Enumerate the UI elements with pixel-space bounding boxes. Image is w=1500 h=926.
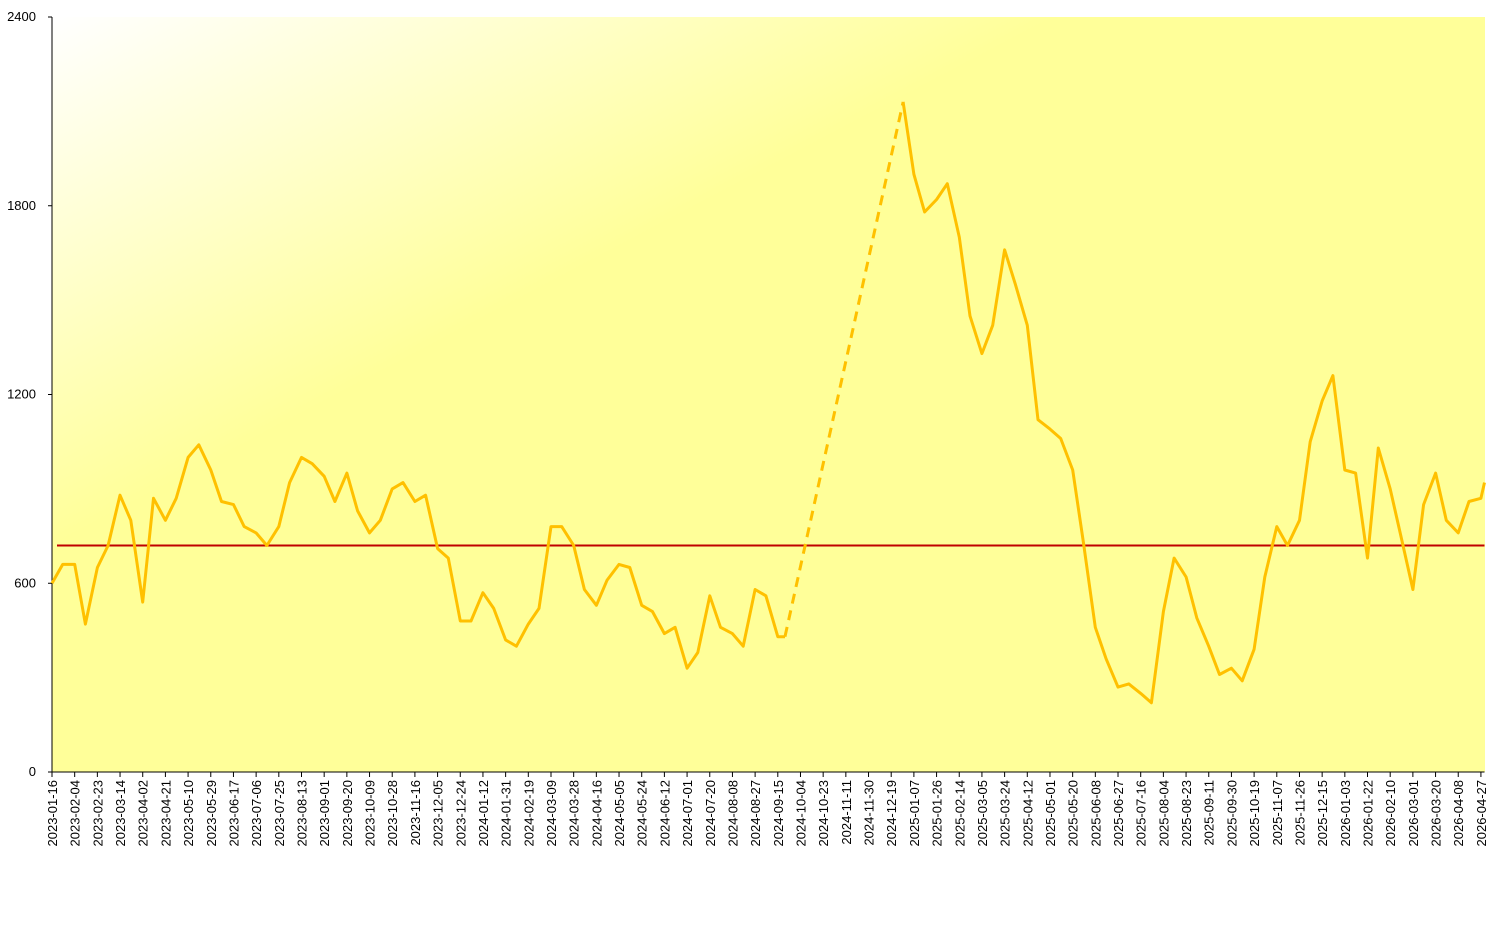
x-tick-label: 2023-01-16 <box>45 780 60 847</box>
x-tick-label: 2025-06-27 <box>1111 780 1126 847</box>
x-tick-label: 2023-06-17 <box>226 780 241 847</box>
x-tick-label: 2025-12-15 <box>1315 780 1330 847</box>
x-tick-label: 2026-03-20 <box>1429 780 1444 847</box>
x-tick-label: 2025-05-20 <box>1066 780 1081 847</box>
x-tick-label: 2026-04-27 <box>1474 780 1489 847</box>
gap-bridge <box>783 101 905 638</box>
x-tick-label: 2024-02-19 <box>521 780 536 847</box>
x-tick-label: 2025-03-05 <box>975 780 990 847</box>
x-tick-label: 2025-07-16 <box>1134 780 1149 847</box>
x-tick-label: 2025-11-07 <box>1270 780 1285 846</box>
x-tick-label: 2024-04-16 <box>589 780 604 847</box>
x-tick-label: 2023-08-13 <box>294 780 309 847</box>
x-tick-label: 2025-11-26 <box>1292 780 1307 846</box>
x-tick-label: 2024-11-11 <box>839 780 854 845</box>
x-tick-label: 2024-03-28 <box>567 780 582 847</box>
y-tick-label: 600 <box>14 575 36 590</box>
x-tick-label: 2023-11-16 <box>408 780 423 846</box>
x-tick-label: 2025-04-12 <box>1020 780 1035 847</box>
x-tick-label: 2025-01-26 <box>930 780 945 847</box>
x-tick-label: 2023-09-20 <box>340 780 355 847</box>
x-tick-label: 2023-05-10 <box>181 780 196 847</box>
x-tick-label: 2024-03-09 <box>544 780 559 847</box>
x-tick-label: 2024-12-19 <box>884 780 899 847</box>
x-tick-label: 2024-05-05 <box>612 780 627 847</box>
x-tick-label: 2026-04-08 <box>1451 780 1466 847</box>
x-tick-label: 2025-09-30 <box>1224 780 1239 847</box>
x-tick-label: 2024-11-30 <box>862 780 877 846</box>
x-tick-label: 2025-06-08 <box>1088 780 1103 847</box>
x-tick-label: 2024-07-20 <box>703 780 718 847</box>
x-tick-label: 2025-08-23 <box>1179 780 1194 847</box>
series-line <box>50 443 785 670</box>
y-tick-label: 1200 <box>7 387 36 402</box>
x-tick-label: 2024-09-15 <box>771 780 786 847</box>
x-tick-label: 2025-10-19 <box>1247 780 1262 847</box>
x-tick-label: 2024-10-23 <box>816 780 831 847</box>
x-tick-label: 2026-03-01 <box>1406 780 1421 847</box>
x-tick-label: 2026-01-03 <box>1338 780 1353 847</box>
x-tick-label: 2023-04-21 <box>158 780 173 847</box>
x-tick-label: 2023-02-23 <box>90 780 105 847</box>
x-tick-label: 2024-10-04 <box>793 780 808 847</box>
x-tick-label: 2023-10-28 <box>385 780 400 847</box>
x-tick-label: 2025-05-01 <box>1043 780 1058 847</box>
x-tick-label: 2025-02-14 <box>952 780 967 847</box>
y-tick-label: 1800 <box>7 198 36 213</box>
x-tick-label: 2024-07-01 <box>680 780 695 847</box>
series-line <box>901 101 1486 705</box>
x-tick-label: 2023-12-05 <box>431 780 446 847</box>
x-tick-label: 2025-09-11 <box>1202 780 1217 846</box>
x-tick-label: 2024-08-08 <box>725 780 740 847</box>
x-tick-label: 2024-06-12 <box>657 780 672 847</box>
x-tick-label: 2025-08-04 <box>1156 780 1171 847</box>
x-tick-label: 2024-01-12 <box>476 780 491 847</box>
x-tick-label: 2023-04-02 <box>136 780 151 847</box>
plot-area <box>52 17 1485 772</box>
x-tick-label: 2025-01-07 <box>907 780 922 847</box>
x-tick-label: 2026-01-22 <box>1361 780 1376 847</box>
x-tick-label: 2024-01-31 <box>499 780 514 847</box>
x-tick-label: 2023-02-04 <box>68 780 83 847</box>
x-tick-label: 2024-05-24 <box>635 780 650 847</box>
y-tick-label: 0 <box>29 764 36 779</box>
x-tick-label: 2023-03-14 <box>113 780 128 847</box>
x-tick-label: 2023-12-24 <box>453 780 468 847</box>
x-tick-label: 2023-07-25 <box>272 780 287 847</box>
x-tick-label: 2023-07-06 <box>249 780 264 847</box>
x-tick-label: 2023-10-09 <box>363 780 378 847</box>
x-tick-label: 2023-05-29 <box>204 780 219 847</box>
y-tick-label: 2400 <box>7 9 36 24</box>
x-tick-label: 2025-03-24 <box>998 780 1013 847</box>
x-tick-label: 2023-09-01 <box>317 780 332 847</box>
x-tick-label: 2024-08-27 <box>748 780 763 847</box>
x-tick-label: 2026-02-10 <box>1383 780 1398 847</box>
